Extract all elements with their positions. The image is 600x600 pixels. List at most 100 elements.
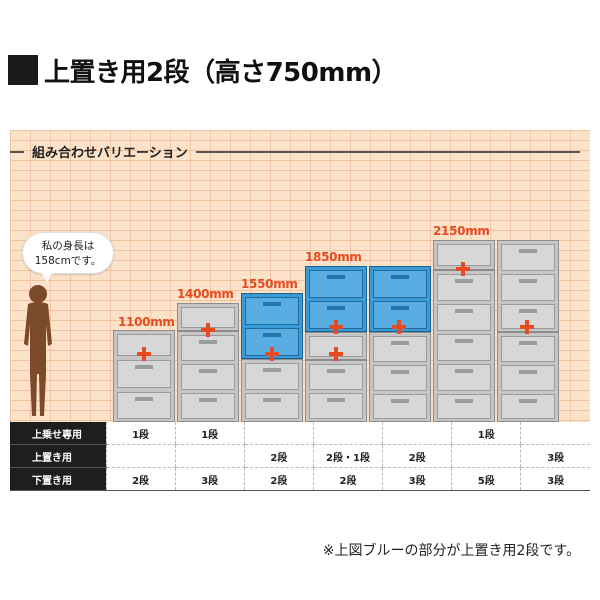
plus-icon — [265, 347, 279, 361]
table-cell — [312, 422, 383, 445]
table-cell — [382, 422, 452, 445]
height-label-1100: 1100mm — [118, 315, 175, 329]
person-silhouette-icon — [24, 285, 52, 416]
drawer — [373, 365, 427, 391]
table-cell — [105, 444, 176, 468]
drawer-handle — [519, 279, 537, 283]
drawer-handle — [519, 309, 537, 313]
drawer — [501, 394, 555, 419]
cabinet-lower-7 — [497, 332, 559, 422]
cabinet-lower-3 — [241, 359, 303, 422]
plus-icon — [392, 320, 406, 334]
cabinet-lower-1 — [113, 330, 175, 422]
table-row: 上乗せ専用 1段 1段 1段 — [10, 422, 590, 445]
drawer — [437, 364, 491, 391]
table-cell — [243, 422, 314, 445]
drawer — [501, 244, 555, 271]
cabinet-lower-4 — [305, 360, 367, 422]
bubble-line-1: 私の身長は — [41, 240, 95, 252]
table-cell: 1段 — [451, 422, 521, 445]
drawer — [181, 393, 235, 419]
page-title: 上置き用2段（高さ750mm） — [44, 57, 398, 88]
table-cell: 3段 — [174, 467, 245, 491]
drawer-handle — [263, 398, 281, 402]
drawer-handle — [199, 398, 217, 402]
cabinet-lower-6 — [433, 270, 495, 422]
drawer-handle — [263, 333, 281, 337]
drawer-handle — [519, 249, 537, 253]
drawer-handle — [455, 279, 473, 283]
drawer — [117, 392, 171, 419]
table-cell — [451, 444, 521, 468]
row-label-upper: 上置き用 — [10, 444, 106, 468]
table-cell: 2段 — [382, 444, 452, 468]
footnote: ※上図ブルーの部分が上置き用2段です。 — [322, 543, 580, 559]
cabinet-upper-blue-3 — [241, 293, 303, 359]
table-cell — [520, 422, 590, 445]
table-cell: 2段 — [243, 444, 314, 468]
table-cell: 2段 — [243, 467, 314, 491]
drawer — [117, 360, 171, 388]
drawer — [437, 394, 491, 419]
drawer-handle — [391, 399, 409, 403]
table-row: 上置き用 2段 2段・1段 2段 3段 — [10, 444, 590, 468]
drawer — [501, 274, 555, 301]
table-cell: 3段 — [382, 467, 452, 491]
variation-title-row: 組み合わせバリエーション — [10, 142, 590, 161]
heading-square-icon — [8, 55, 38, 85]
variation-title: 組み合わせバリエーション — [32, 146, 188, 161]
drawer — [501, 365, 555, 391]
drawer — [501, 336, 555, 362]
height-label-1850: 1850mm — [305, 250, 362, 264]
drawer-handle — [263, 302, 281, 306]
drawer — [373, 270, 427, 298]
table-row: 下置き用 2段 3段 2段 2段 3段 5段 3段 — [10, 467, 590, 491]
table-cell: 2段 — [105, 467, 176, 491]
plus-icon — [329, 347, 343, 361]
drawer-handle — [519, 341, 537, 345]
row-label-lower: 下置き用 — [10, 467, 106, 491]
title-rule-left — [10, 150, 24, 153]
drawer-handle — [455, 339, 473, 343]
plus-icon — [137, 347, 151, 361]
cabinet-upper-7 — [497, 240, 559, 332]
drawer-handle — [135, 397, 153, 401]
drawer-handle — [391, 275, 409, 279]
plus-icon — [456, 262, 470, 276]
drawer-handle — [391, 370, 409, 374]
drawer-handle — [327, 398, 345, 402]
bubble-line-2: 158cmです。 — [34, 255, 102, 267]
drawer-handle — [391, 341, 409, 345]
cabinet-lower-2 — [177, 331, 239, 422]
table-cell: 1段 — [105, 422, 176, 445]
drawer — [309, 364, 363, 390]
table-cell — [174, 444, 245, 468]
drawer — [373, 394, 427, 419]
drawer — [437, 334, 491, 361]
table-cell: 1段 — [174, 422, 245, 445]
cabinet-upper-blue-4 — [305, 266, 367, 332]
drawer-handle — [519, 399, 537, 403]
plus-icon — [201, 323, 215, 337]
drawer — [181, 364, 235, 390]
drawer — [437, 304, 491, 331]
page-heading: 上置き用2段（高さ750mm） — [8, 52, 398, 88]
row-label-top-only: 上乗せ専用 — [10, 422, 106, 445]
height-speech-bubble: 私の身長は 158cmです。 — [22, 232, 114, 282]
table-cell: 3段 — [520, 444, 590, 468]
cabinet-lower-5 — [369, 332, 431, 422]
drawer — [245, 393, 299, 419]
table-cell: 3段 — [520, 467, 590, 491]
drawer-handle — [199, 340, 217, 344]
drawer-handle — [455, 399, 473, 403]
plus-icon — [520, 320, 534, 334]
drawer — [309, 393, 363, 419]
drawer-handle — [455, 309, 473, 313]
drawer — [437, 274, 491, 301]
drawer-handle — [519, 370, 537, 374]
plus-icon — [329, 320, 343, 334]
height-label-1400: 1400mm — [177, 287, 234, 301]
drawer-handle — [263, 368, 281, 372]
drawer — [181, 335, 235, 361]
drawer — [373, 336, 427, 362]
